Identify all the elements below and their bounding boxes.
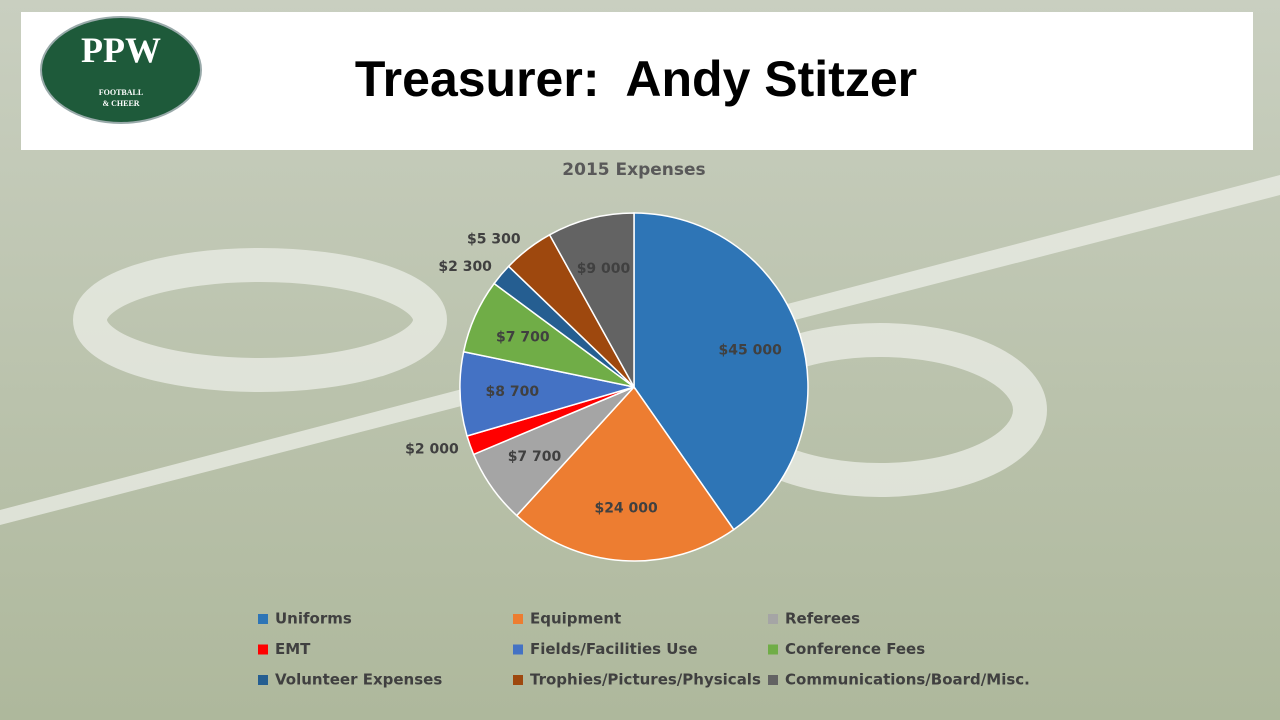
data-label: $2 300 (438, 259, 492, 275)
pie-slice (633, 212, 809, 531)
legend-label: Referees (785, 610, 860, 628)
field-number (73, 248, 447, 392)
legend-swatch (513, 675, 523, 685)
legend-swatch (513, 614, 523, 624)
legend-swatch (768, 644, 778, 655)
legend-swatch (258, 675, 268, 685)
legend-swatch (768, 675, 778, 685)
legend-label: Trophies/Pictures/Physicals (530, 671, 761, 689)
chart-title: 2015 Expenses (562, 160, 705, 180)
logo (40, 16, 202, 124)
legend-label: Volunteer Expenses (275, 671, 442, 689)
legend-swatch (258, 644, 268, 655)
data-label: $7 700 (508, 449, 562, 465)
logo-text: & CHEER (102, 99, 139, 108)
legend-label: Equipment (530, 610, 621, 628)
slide-title: Treasurer: Andy Stitzer (355, 51, 917, 107)
data-label: $24 000 (594, 501, 658, 517)
pie-slice (548, 212, 635, 390)
legend-swatch (768, 614, 778, 624)
data-label: $5 300 (467, 232, 521, 248)
legend-label: Uniforms (275, 610, 352, 628)
logo-text: FOOTBALL (99, 88, 143, 97)
logo-title: PPW (81, 30, 161, 70)
data-label: $7 700 (496, 329, 550, 345)
legend-swatch (513, 644, 523, 655)
data-label: $9 000 (577, 261, 631, 277)
legend-swatch (258, 614, 268, 624)
data-label: $2 000 (405, 441, 459, 457)
pie-slice (515, 385, 735, 562)
data-label: $8 700 (486, 384, 540, 400)
data-label: $45 000 (719, 342, 783, 358)
legend-label: Communications/Board/Misc. (785, 671, 1030, 689)
legend-label: EMT (275, 640, 311, 658)
legend-label: Fields/Facilities Use (530, 640, 698, 658)
legend-label: Conference Fees (785, 640, 925, 658)
header-box (21, 12, 1253, 150)
